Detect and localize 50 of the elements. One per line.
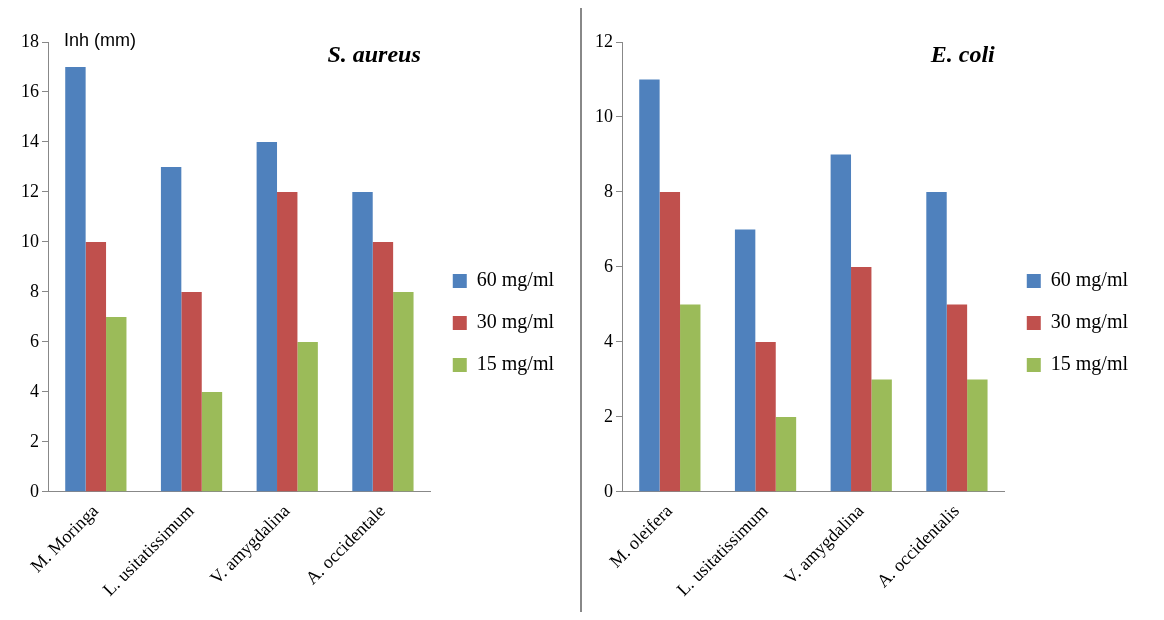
y-tick-label: 8	[30, 280, 39, 301]
bar	[926, 191, 947, 492]
bar	[680, 304, 701, 492]
chart-title: S. aureus	[327, 41, 421, 68]
y-tick-label: 12	[21, 180, 39, 201]
y-tick-label: 0	[30, 480, 39, 501]
y-tick-label: 2	[604, 405, 613, 426]
legend-label: 60 mg/ml	[476, 268, 555, 292]
y-tick-label: 6	[604, 255, 613, 276]
y-tick-label: 14	[21, 130, 39, 151]
y-tick-label: 4	[30, 380, 39, 401]
y-tick-label: 12	[595, 30, 613, 51]
bar	[85, 241, 107, 492]
chart-title: E. coli	[929, 41, 996, 68]
legend-label: 15 mg/ml	[476, 352, 555, 376]
bar	[871, 379, 892, 492]
y-tick-label: 8	[604, 180, 613, 201]
bar	[256, 141, 278, 492]
y-tick-label: 18	[21, 30, 39, 51]
y-tick-label: 10	[595, 105, 613, 126]
bar	[755, 341, 776, 492]
bar	[734, 229, 756, 492]
y-tick-label: 16	[21, 80, 39, 101]
bar	[393, 291, 414, 492]
y-tick-label: 6	[30, 330, 39, 351]
y-tick-label: 4	[604, 330, 613, 351]
bar	[830, 154, 852, 492]
y-tick-label: 10	[21, 230, 39, 251]
bar	[775, 416, 797, 492]
y-axis-title: Inh (mm)	[64, 29, 136, 50]
bar	[639, 79, 660, 492]
legend-label: 30 mg/ml	[476, 310, 555, 334]
bar	[967, 379, 988, 492]
bar	[659, 191, 681, 492]
legend-label: 30 mg/ml	[1050, 310, 1129, 334]
bar	[181, 291, 202, 492]
legend-label: 15 mg/ml	[1050, 352, 1129, 376]
y-tick-label: 0	[604, 480, 613, 501]
bar	[352, 191, 373, 492]
bar	[106, 316, 127, 492]
legend-label: 60 mg/ml	[1050, 268, 1129, 292]
bar	[851, 266, 872, 492]
y-tick-label: 2	[30, 430, 39, 451]
bar	[65, 66, 86, 492]
bar	[372, 241, 394, 492]
bar	[277, 191, 298, 492]
bar	[160, 166, 182, 492]
bar	[297, 341, 318, 492]
bar	[201, 391, 223, 492]
bar	[946, 304, 968, 492]
